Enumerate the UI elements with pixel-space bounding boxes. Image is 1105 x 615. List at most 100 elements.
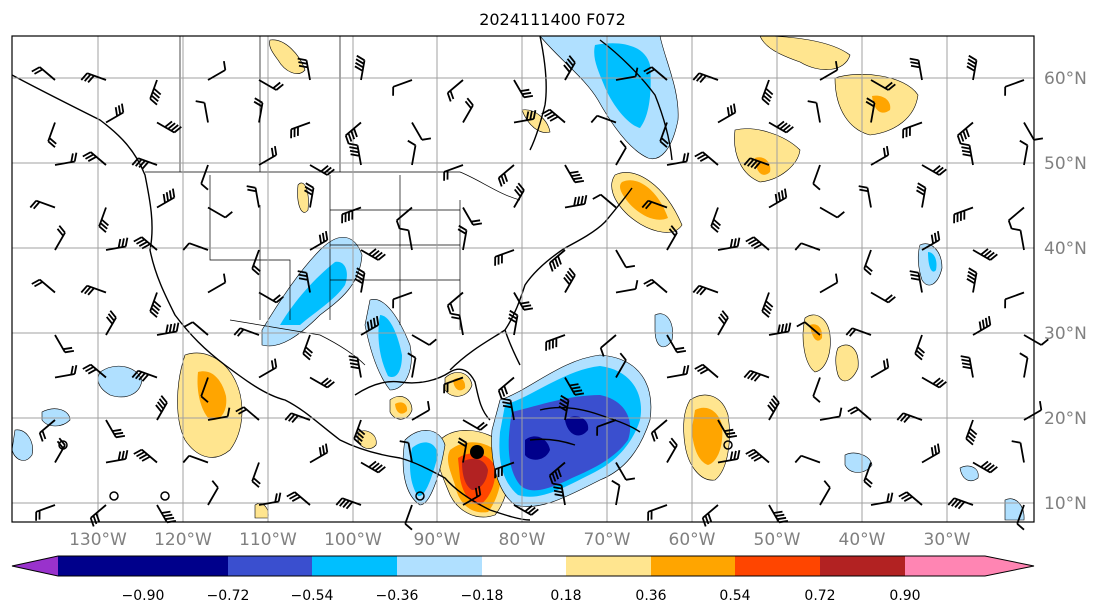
colorbar-extend-low bbox=[12, 556, 58, 576]
wind-barb bbox=[290, 121, 311, 139]
wind-barb bbox=[494, 249, 515, 266]
wind-barb bbox=[615, 249, 636, 269]
wind-barb bbox=[558, 394, 570, 421]
colorbar-tick-label: 0.36 bbox=[635, 588, 666, 604]
wind-barb bbox=[870, 358, 890, 379]
wind-barb bbox=[615, 280, 639, 294]
wind-barb bbox=[348, 142, 362, 166]
wind-barb bbox=[156, 188, 176, 209]
wind-barb bbox=[360, 315, 380, 336]
wind-barb bbox=[38, 419, 56, 442]
wind-barb bbox=[768, 322, 792, 336]
wind-barb bbox=[258, 79, 284, 91]
wind-barb bbox=[497, 164, 515, 187]
wind-barb bbox=[960, 142, 974, 166]
wind-barb bbox=[812, 377, 821, 403]
wind-barb bbox=[105, 450, 129, 464]
wind-barb bbox=[692, 72, 719, 83]
wind-barb bbox=[615, 140, 627, 166]
wind-barb bbox=[743, 157, 770, 170]
wind-barb bbox=[98, 207, 109, 233]
wind-barb bbox=[105, 310, 117, 336]
wind-barb bbox=[1023, 334, 1049, 346]
wind-barb bbox=[767, 395, 780, 421]
wind-barb bbox=[80, 72, 107, 83]
wind-barb bbox=[902, 121, 923, 139]
wind-barb bbox=[284, 412, 311, 423]
wind-barb bbox=[615, 462, 636, 481]
wind-barb bbox=[309, 230, 329, 251]
wind-barb bbox=[916, 182, 927, 208]
wind-barb bbox=[914, 334, 925, 361]
wind-barb bbox=[29, 199, 56, 210]
wind-barb bbox=[200, 377, 209, 403]
wind-barb bbox=[966, 54, 978, 81]
wind-barb bbox=[309, 164, 335, 176]
colorbar-tick-label: −0.36 bbox=[376, 588, 419, 604]
wind-barb bbox=[563, 55, 576, 81]
wind-barb bbox=[131, 157, 158, 170]
wind-barb bbox=[1007, 206, 1025, 230]
wind-barb bbox=[344, 121, 362, 145]
wind-barb bbox=[462, 485, 482, 506]
wind-barb bbox=[865, 97, 876, 123]
wind-barb bbox=[411, 400, 431, 421]
wind-barb bbox=[1004, 79, 1025, 96]
wind-barb bbox=[399, 227, 413, 251]
wind-barb bbox=[666, 334, 687, 354]
wind-barb bbox=[643, 66, 668, 81]
colorbar-segment bbox=[228, 556, 312, 576]
wind-barb bbox=[253, 97, 264, 123]
wind-barb bbox=[395, 206, 413, 230]
longitude-labels: 130°W 120°W 110°W 100°W 90°W 80°W 70°W 6… bbox=[69, 530, 971, 550]
wind-barb bbox=[462, 207, 483, 226]
latitude-labels: 60°N 50°N 40°N 30°N 20°N 10°N bbox=[1044, 69, 1087, 514]
wind-barb bbox=[513, 79, 534, 99]
wind-barb bbox=[796, 321, 821, 336]
wind-barb bbox=[819, 273, 839, 294]
wind-barb bbox=[909, 57, 923, 81]
wind-barb bbox=[246, 185, 260, 208]
lon-label: 40°W bbox=[839, 530, 886, 550]
wind-barb bbox=[54, 152, 78, 166]
wind-barb bbox=[972, 460, 998, 474]
wind-barb bbox=[457, 224, 468, 251]
wind-barb bbox=[348, 355, 362, 378]
wind-barbs bbox=[29, 54, 1049, 531]
wind-barb bbox=[819, 480, 831, 506]
wind-barb bbox=[564, 195, 588, 209]
wind-barb bbox=[953, 206, 974, 224]
wind-barb bbox=[545, 334, 566, 351]
wind-barb bbox=[302, 334, 313, 361]
wind-barb bbox=[694, 363, 719, 379]
wind-barb bbox=[768, 188, 788, 209]
wind-barb bbox=[921, 376, 947, 389]
wind-barb bbox=[863, 462, 873, 488]
wind-barb bbox=[47, 122, 57, 148]
wind-barb bbox=[768, 120, 794, 134]
wind-barb bbox=[494, 461, 515, 479]
wind-barb bbox=[650, 419, 668, 442]
lat-label: 50°N bbox=[1044, 154, 1087, 174]
calm-wind-markers bbox=[58, 440, 733, 501]
graticule bbox=[12, 36, 1034, 522]
wind-barb bbox=[761, 292, 774, 318]
colorbar-segment bbox=[651, 556, 735, 576]
wind-barb bbox=[847, 406, 872, 421]
wind-barb bbox=[965, 419, 978, 446]
wind-barb bbox=[1011, 440, 1025, 463]
colorbar-segment bbox=[58, 556, 143, 576]
colorbar-tick-label: −0.90 bbox=[122, 588, 165, 604]
colorbar-outline bbox=[11, 555, 1035, 577]
wind-barb bbox=[80, 284, 107, 296]
wind-barb bbox=[462, 419, 488, 431]
wind-barb bbox=[411, 122, 432, 141]
wind-barb bbox=[443, 164, 464, 181]
wind-barb bbox=[407, 352, 417, 378]
wind-barb bbox=[131, 369, 158, 382]
lon-label: 110°W bbox=[239, 530, 297, 550]
wind-barb bbox=[105, 103, 125, 124]
wind-barb bbox=[717, 310, 729, 336]
wind-barb bbox=[258, 492, 282, 506]
wind-barb bbox=[207, 60, 227, 81]
